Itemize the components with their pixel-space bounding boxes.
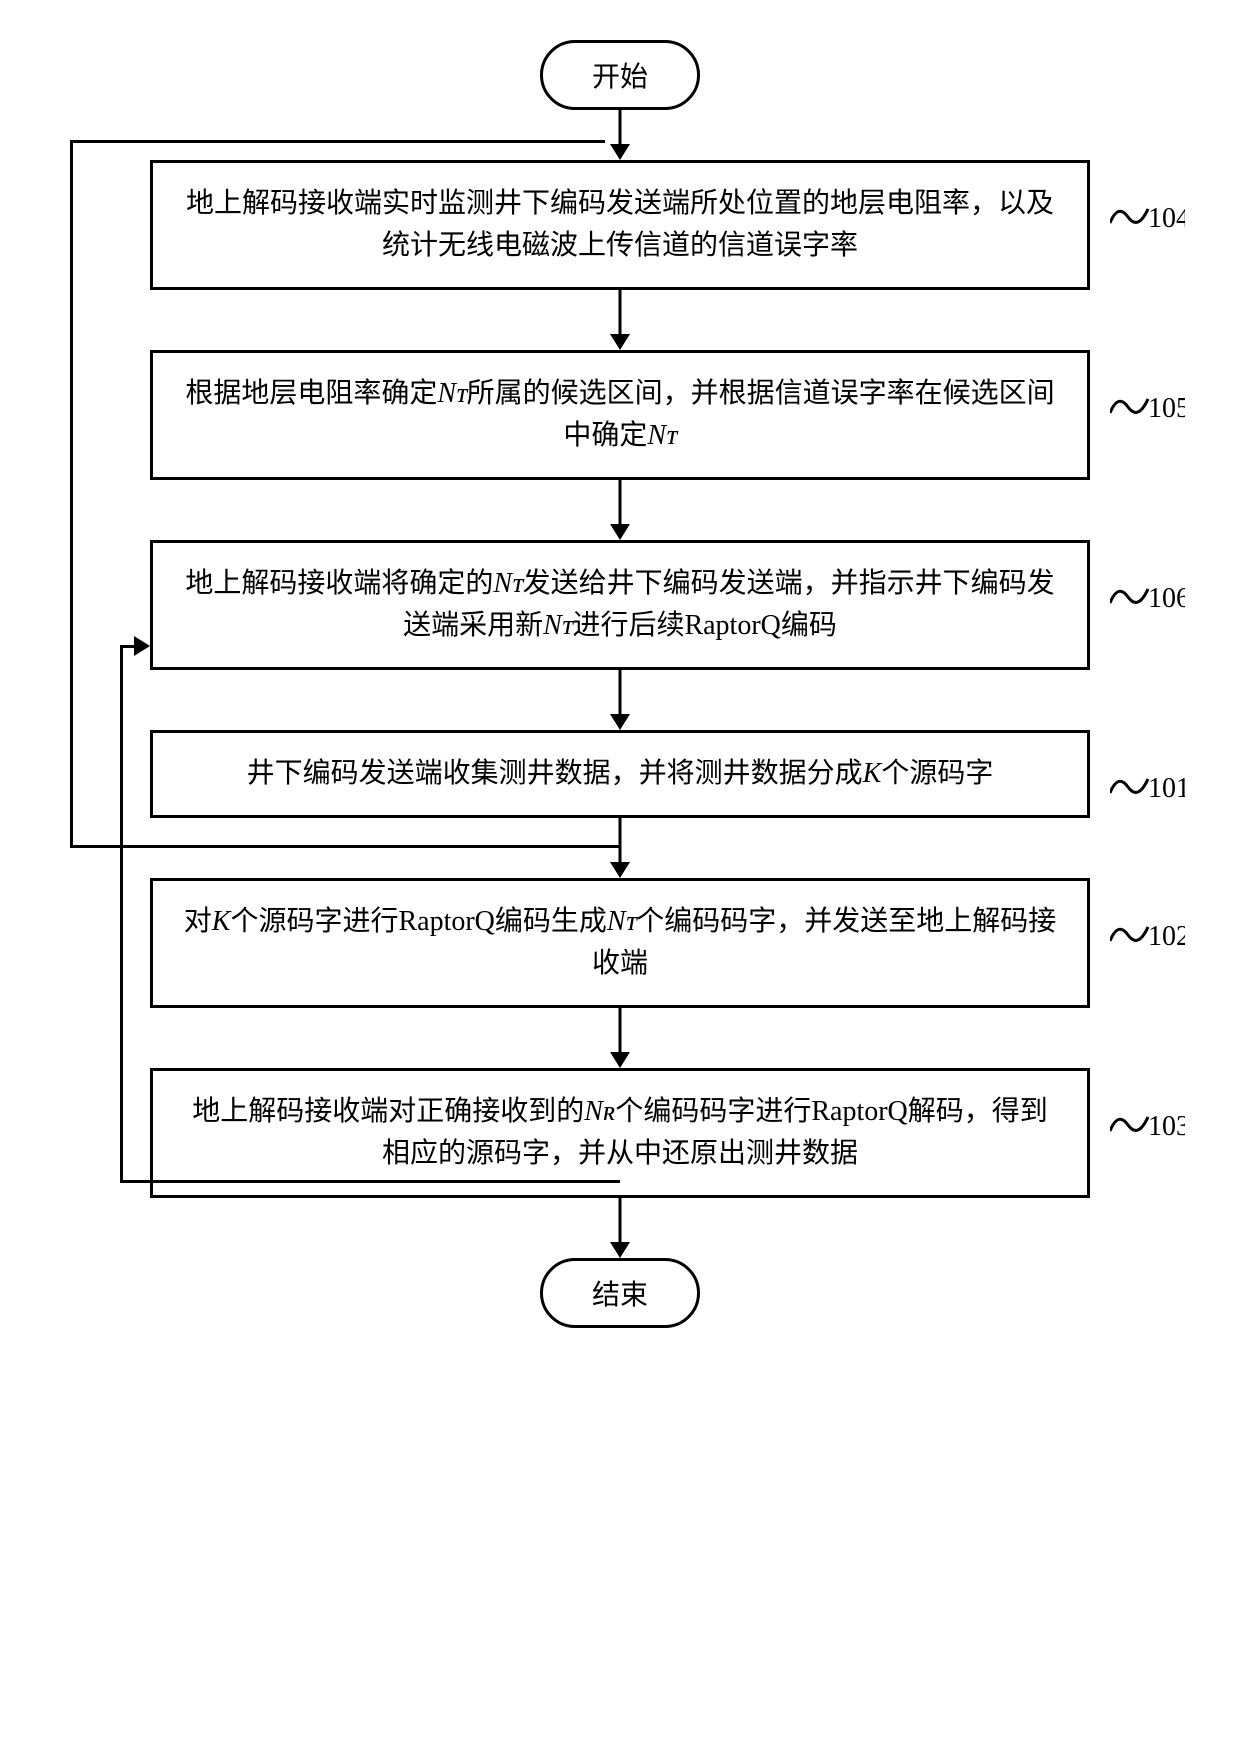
svg-text:104: 104 bbox=[1148, 203, 1185, 234]
step-102-box: 对K个源码字进行RaptorQ编码生成Nᴛ个编码码字，并发送至地上解码接收端 bbox=[150, 878, 1090, 1008]
step-105-row: 根据地层电阻率确定Nᴛ所属的候选区间，并根据信道误字率在候选区间中确定Nᴛ 10… bbox=[70, 350, 1170, 480]
arrow-106-to-101 bbox=[618, 670, 622, 730]
step-105-nt2: Nᴛ bbox=[647, 420, 676, 451]
arrow-101-to-102 bbox=[618, 818, 622, 878]
feedback2-h-top bbox=[120, 645, 134, 648]
feedback2-v bbox=[120, 645, 123, 1183]
step-106-box: 地上解码接收端将确定的Nᴛ发送给井下编码发送端，并指示井下编码发送端采用新Nᴛ进… bbox=[150, 540, 1090, 670]
step-106-label: 106 bbox=[1110, 575, 1185, 620]
step-101-label: 101 bbox=[1110, 765, 1185, 810]
step-105-nt1: Nᴛ bbox=[437, 378, 466, 409]
arrow-105-to-106 bbox=[618, 480, 622, 540]
step-101-box: 井下编码发送端收集测井数据，并将测井数据分成K个源码字 bbox=[150, 730, 1090, 818]
step-102-nt: Nᴛ bbox=[607, 906, 636, 937]
step-101-k: K bbox=[863, 758, 882, 789]
arrow-102-to-103 bbox=[618, 1008, 622, 1068]
step-106-nt2: Nᴛ bbox=[543, 610, 572, 641]
step-101-row: 井下编码发送端收集测井数据，并将测井数据分成K个源码字 101 bbox=[70, 730, 1170, 818]
feedback1-h-top bbox=[70, 140, 605, 143]
arrow-start-to-104 bbox=[618, 110, 622, 160]
feedback1-h-bottom bbox=[70, 845, 620, 848]
start-terminal: 开始 bbox=[540, 40, 700, 110]
step-102-text-2: 个源码字进行RaptorQ编码生成 bbox=[230, 906, 606, 937]
svg-text:102: 102 bbox=[1148, 921, 1185, 952]
step-102-text-1: 对 bbox=[184, 906, 212, 937]
step-102-label: 102 bbox=[1110, 913, 1185, 958]
svg-text:103: 103 bbox=[1148, 1111, 1185, 1142]
feedback1-v bbox=[70, 140, 73, 848]
step-103-box: 地上解码接收端对正确接收到的Nʀ个编码码字进行RaptorQ解码，得到相应的源码… bbox=[150, 1068, 1090, 1198]
step-102-text-3: 个编码码字，并发送至地上解码接收端 bbox=[592, 906, 1056, 979]
step-103-nr: Nʀ bbox=[584, 1096, 615, 1127]
step-105-text-2: 所属的候选区间，并根据信道误字率在候选区间中确定 bbox=[467, 378, 1055, 451]
arrow-104-to-105 bbox=[618, 290, 622, 350]
step-102-k: K bbox=[212, 906, 231, 937]
svg-text:101: 101 bbox=[1148, 773, 1185, 804]
step-106-text-1: 地上解码接收端将确定的 bbox=[185, 568, 493, 599]
step-103-row: 地上解码接收端对正确接收到的Nʀ个编码码字进行RaptorQ解码，得到相应的源码… bbox=[70, 1068, 1170, 1198]
step-106-text-3: 进行后续RaptorQ编码 bbox=[572, 610, 836, 641]
step-106-nt1: Nᴛ bbox=[493, 568, 522, 599]
end-label: 结束 bbox=[592, 1273, 648, 1313]
svg-text:106: 106 bbox=[1148, 583, 1185, 614]
step-104-label: 104 bbox=[1110, 195, 1185, 240]
step-104-box: 地上解码接收端实时监测井下编码发送端所处位置的地层电阻率，以及统计无线电磁波上传… bbox=[150, 160, 1090, 290]
flowchart-container: 开始 地上解码接收端实时监测井下编码发送端所处位置的地层电阻率，以及统计无线电磁… bbox=[70, 40, 1170, 1328]
step-103-label: 103 bbox=[1110, 1103, 1185, 1148]
step-101-text-1: 井下编码发送端收集测井数据，并将测井数据分成 bbox=[247, 758, 863, 789]
arrow-103-to-end bbox=[618, 1198, 622, 1258]
step-105-text-1: 根据地层电阻率确定 bbox=[185, 378, 437, 409]
end-terminal: 结束 bbox=[540, 1258, 700, 1328]
svg-text:105: 105 bbox=[1148, 393, 1185, 424]
step-106-row: 地上解码接收端将确定的Nᴛ发送给井下编码发送端，并指示井下编码发送端采用新Nᴛ进… bbox=[70, 540, 1170, 670]
step-104-row: 地上解码接收端实时监测井下编码发送端所处位置的地层电阻率，以及统计无线电磁波上传… bbox=[70, 160, 1170, 290]
feedback2-arrowhead bbox=[134, 636, 150, 656]
step-105-label: 105 bbox=[1110, 385, 1185, 430]
feedback2-h-bottom bbox=[120, 1180, 620, 1183]
start-label: 开始 bbox=[592, 55, 648, 95]
step-101-text-2: 个源码字 bbox=[881, 758, 993, 789]
step-105-box: 根据地层电阻率确定Nᴛ所属的候选区间，并根据信道误字率在候选区间中确定Nᴛ bbox=[150, 350, 1090, 480]
step-103-text-1: 地上解码接收端对正确接收到的 bbox=[192, 1096, 584, 1127]
step-104-text: 地上解码接收端实时监测井下编码发送端所处位置的地层电阻率，以及统计无线电磁波上传… bbox=[186, 188, 1054, 261]
step-102-row: 对K个源码字进行RaptorQ编码生成Nᴛ个编码码字，并发送至地上解码接收端 1… bbox=[70, 878, 1170, 1008]
